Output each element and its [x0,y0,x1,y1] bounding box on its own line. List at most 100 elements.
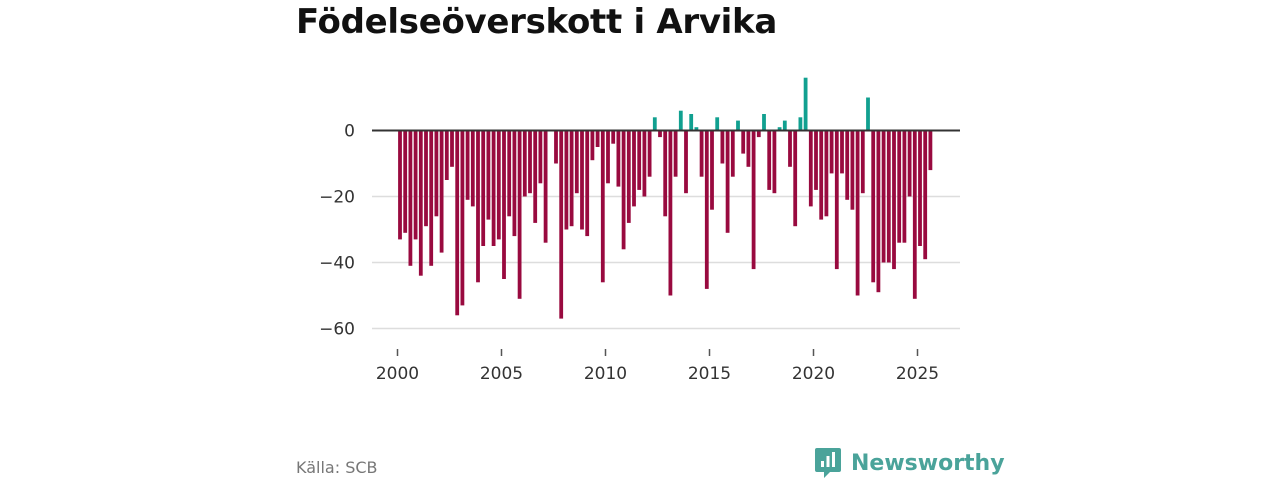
bar [408,130,413,266]
bar [762,114,766,131]
bar [434,130,439,217]
bar [808,130,813,207]
source-label: Källa: SCB [296,458,378,477]
bar [798,117,803,131]
bar [595,130,600,147]
bar [626,130,631,223]
bar [642,130,647,197]
bar [600,130,605,283]
bar [652,117,657,131]
bar [881,130,886,263]
bar [756,130,761,138]
bar [678,110,683,131]
y-axis-labels: 0 −20 −40 −60 [319,122,355,340]
bar [439,130,444,253]
bar [840,130,844,174]
bar [694,127,699,131]
bar [736,120,740,131]
x-tick-label: 2000 [376,364,419,384]
bar [902,130,907,243]
bar [580,130,584,230]
bar [413,130,418,240]
bar [741,130,746,154]
bar [663,130,668,217]
bar [574,130,579,194]
bar [658,130,662,138]
bar [746,130,751,167]
bar [928,130,933,171]
bar [528,130,532,194]
bar [699,130,704,177]
bar [496,130,501,240]
bar [923,130,928,260]
bar [444,130,449,180]
bar [554,130,558,164]
bar [476,130,480,283]
bar [751,130,756,270]
bar [450,130,454,167]
bar [429,130,434,266]
bar [486,130,491,220]
bar [538,130,543,184]
bar [866,97,870,131]
bar [632,130,636,207]
bar [559,130,564,319]
bar [512,130,517,237]
bar [814,130,818,190]
bar [788,130,792,167]
bar [569,130,574,227]
bar [543,130,548,243]
bar [855,130,860,296]
bar [418,130,423,276]
x-tick-label: 2015 [688,364,731,384]
bar [829,130,834,174]
bar [424,130,428,227]
bar [918,130,922,246]
bar [465,130,470,200]
bar [782,120,787,131]
bar [533,130,538,223]
bar [871,130,876,283]
bar [621,130,626,250]
newsworthy-logo-icon [815,448,841,478]
bar [715,117,720,131]
bar [460,130,465,306]
y-tick-label: −20 [319,188,355,208]
bar [455,130,460,316]
bars [398,77,933,319]
bar [720,130,725,164]
y-tick-label: −60 [319,320,355,340]
bar [710,130,714,210]
bar [897,130,902,243]
bar [824,130,829,217]
bar [517,130,522,299]
bar [637,130,642,190]
bar [834,130,839,270]
bar [470,130,475,207]
y-tick-label: 0 [344,122,355,142]
bar [892,130,896,270]
bar [772,130,777,194]
bar [704,130,709,289]
x-tick-label: 2005 [480,364,523,384]
bar [502,130,506,279]
x-axis: 2000 2005 2010 2015 2020 2025 [376,349,939,384]
x-tick-label: 2025 [896,364,939,384]
bar [912,130,917,299]
bar [876,130,881,293]
bar [850,130,855,210]
bar [481,130,486,246]
bar-chart: 0 −20 −40 −60 2000 2005 2010 2015 2020 2025 [319,77,960,384]
bar [507,130,512,217]
bar [606,130,610,184]
bar [564,130,569,230]
bar [819,130,824,220]
newsworthy-brand[interactable]: Newsworthy [814,447,1005,479]
x-tick-label: 2010 [584,364,627,384]
bar [730,130,735,177]
bar [907,130,912,197]
bar [793,130,798,227]
bar [398,130,402,240]
bar [803,77,808,131]
bar [616,130,621,187]
